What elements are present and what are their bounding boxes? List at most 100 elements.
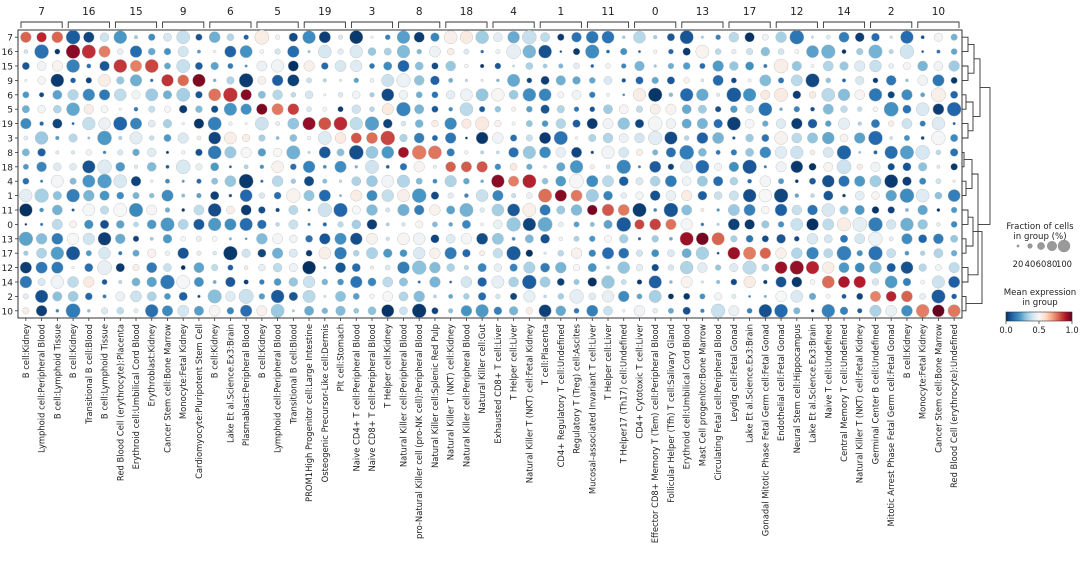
dot-mark (810, 64, 815, 68)
group-bracket (728, 21, 771, 28)
dot-mark (899, 145, 914, 160)
group-label: 12 (790, 6, 803, 18)
dot-mark (306, 106, 312, 112)
dot-mark (448, 222, 454, 227)
dot-mark (335, 290, 346, 302)
dot-mark (621, 63, 627, 69)
dot-mark (586, 304, 599, 317)
dot-mark (101, 307, 108, 315)
column-labels: B cell:Kidney Lymphoid cell:Peripheral Bl… (21, 318, 959, 543)
dot-mark (556, 278, 565, 286)
dot-mark (480, 222, 484, 227)
group-bracket (917, 21, 960, 28)
dot-mark (478, 106, 486, 113)
dot-mark (428, 145, 442, 160)
dot-mark (742, 159, 757, 174)
dot-mark (67, 291, 79, 302)
dot-mark (492, 190, 504, 202)
dot-mark (806, 218, 819, 231)
dot-mark (791, 247, 803, 259)
dot-mark (603, 76, 613, 85)
dot-mark (307, 50, 311, 54)
dot-mark (479, 63, 485, 69)
dot-mark (256, 233, 268, 245)
dot-mark (365, 146, 379, 159)
dot-mark (635, 191, 644, 200)
dot-mark (555, 118, 566, 129)
dot-mark (539, 276, 551, 288)
dot-mark (400, 120, 407, 127)
dot-mark (192, 73, 206, 87)
dot-mark (730, 77, 737, 84)
dot-mark (459, 102, 474, 116)
dot-mark (381, 146, 395, 159)
dot-mark (399, 306, 408, 316)
dot-mark (936, 222, 941, 227)
dot-mark (902, 104, 912, 114)
dot-mark (322, 164, 327, 169)
dot-mark (193, 118, 205, 129)
dot-mark (492, 248, 503, 259)
plot-frame (17, 29, 963, 319)
column-label: Neural Stem cell:Hippocampus (792, 324, 802, 453)
dot-mark (50, 73, 65, 88)
dot-mark (164, 207, 171, 213)
column-label: B cell:Lymphoid Tissue (52, 324, 62, 419)
dot-mark (348, 145, 364, 160)
dot-mark (82, 117, 96, 131)
dot-mark (763, 63, 768, 69)
dot-mark (69, 177, 77, 185)
dot-mark (370, 35, 374, 39)
dot-mark (238, 173, 254, 189)
dot-mark (509, 163, 518, 171)
dot-mark (53, 162, 62, 171)
dot-mark (700, 222, 705, 227)
dot-mark (37, 105, 46, 114)
row-label: 1 (7, 192, 13, 202)
dot-mark (162, 234, 173, 244)
dot-mark (525, 120, 533, 128)
dot-mark (97, 260, 112, 275)
dot-mark (652, 308, 658, 314)
dot-mark (303, 176, 315, 187)
dot-mark (228, 193, 233, 198)
dot-mark (869, 175, 882, 188)
dot-mark (146, 262, 158, 273)
dot-mark (512, 64, 516, 68)
dot-mark (401, 222, 406, 227)
dot-mark (681, 104, 692, 115)
dot-mark (857, 121, 862, 126)
dot-mark (873, 150, 878, 155)
dot-mark (84, 219, 94, 230)
group-bracket (681, 21, 724, 28)
dot-mark (290, 163, 297, 171)
dot-mark (491, 88, 505, 102)
dot-mark (748, 294, 752, 298)
column-label: Monocyte:Fetal Kidney (918, 324, 928, 419)
dot-mark (745, 61, 754, 71)
dot-mark (491, 275, 505, 289)
dot-mark (538, 88, 552, 102)
dot-mark (275, 34, 281, 40)
dot-mark (99, 32, 110, 42)
dot-mark (396, 101, 411, 117)
dot-mark (807, 204, 818, 216)
dot-mark (506, 44, 521, 59)
dot-mark (432, 221, 438, 228)
dot-mark (177, 247, 189, 259)
dot-mark (18, 231, 34, 246)
dot-mark (558, 221, 564, 228)
dot-mark (37, 76, 46, 85)
dot-mark (825, 294, 831, 299)
dot-mark (336, 148, 345, 157)
dendrogram-branch (962, 65, 969, 81)
dot-mark (367, 277, 377, 287)
dot-mark (885, 291, 897, 302)
dot-mark (97, 173, 112, 189)
dot-mark (745, 133, 754, 143)
dendrogram-branch (962, 267, 969, 283)
row-label: 11 (2, 207, 13, 217)
column-label: Mast Cell progenitor:Bone Marrow (697, 324, 707, 466)
dot-mark (177, 304, 190, 317)
dot-mark (699, 293, 706, 300)
